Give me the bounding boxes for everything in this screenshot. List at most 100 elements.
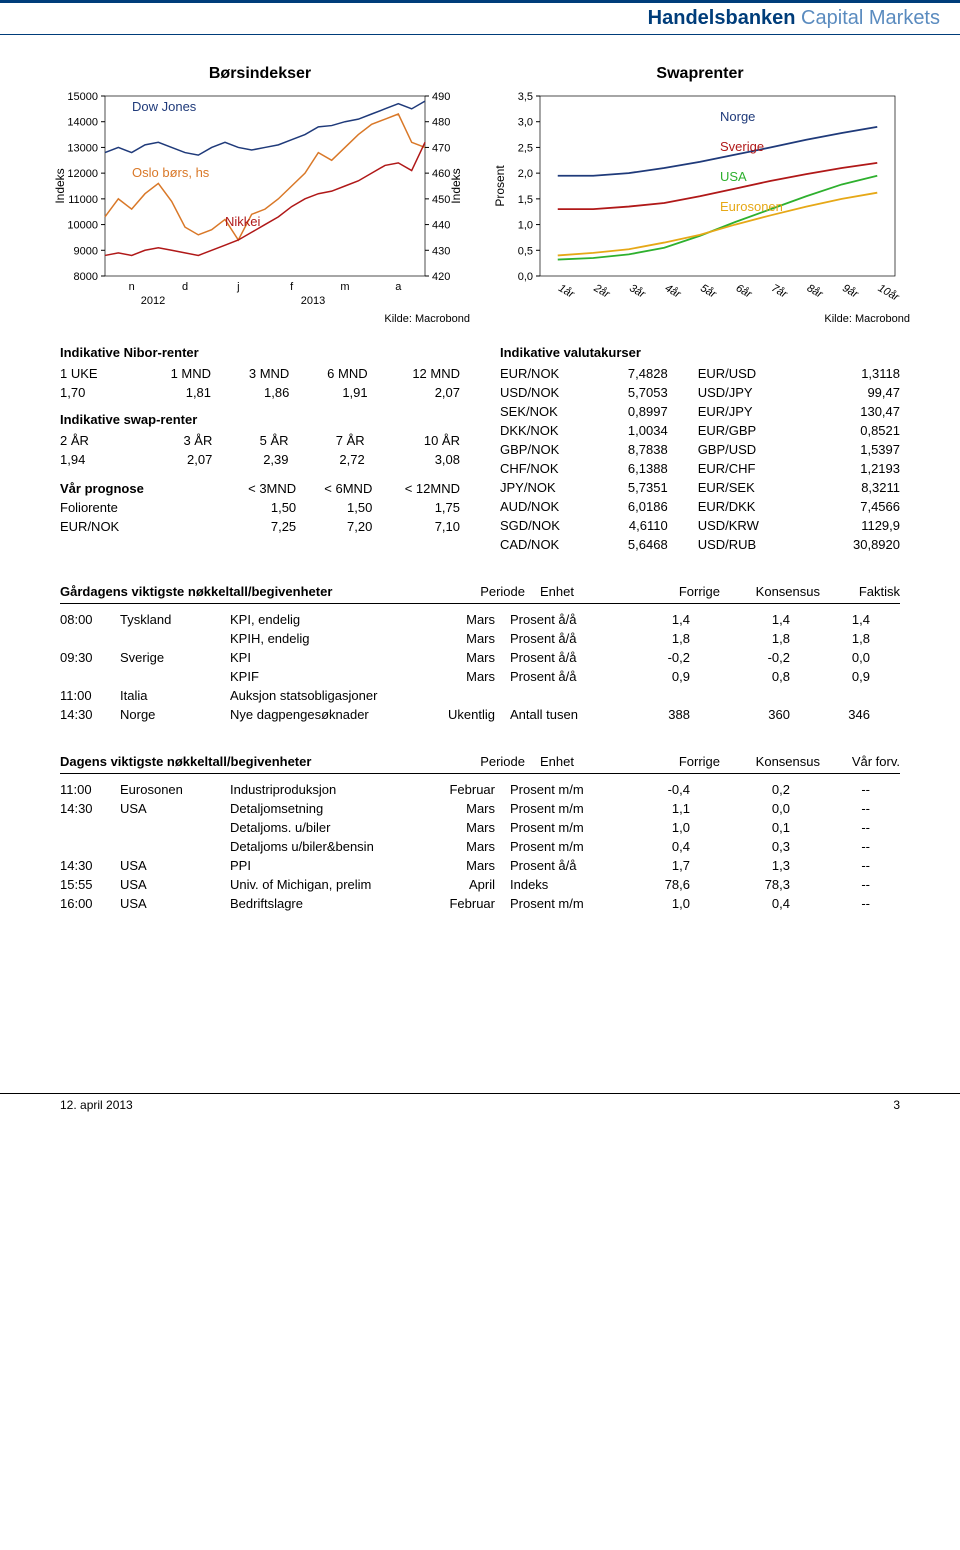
table-cell: 09:30 [60, 650, 110, 665]
table-cell: GBP/NOK [500, 440, 601, 459]
table-cell: Prosent å/å [510, 858, 620, 873]
table-cell: KPI, endelig [230, 612, 430, 627]
svg-text:Oslo børs, hs: Oslo børs, hs [132, 165, 210, 180]
table-cell: CAD/NOK [500, 535, 601, 554]
svg-text:Nikkei: Nikkei [225, 214, 261, 229]
svg-text:15000: 15000 [67, 91, 98, 103]
table-cell: Mars [430, 858, 510, 873]
table-cell: Februar [430, 896, 510, 911]
table-cell: EUR/NOK [500, 364, 601, 383]
table-cell: Mars [430, 669, 510, 684]
svg-text:7år: 7år [769, 282, 790, 301]
table-cell: 1,75 [372, 498, 460, 517]
svg-text:9000: 9000 [74, 245, 98, 257]
table-cell: Tyskland [110, 612, 230, 627]
table-cell [790, 688, 870, 703]
svg-text:13000: 13000 [67, 142, 98, 154]
prognose-heading: Vår prognose [60, 479, 220, 498]
table-cell: 3 ÅR [136, 431, 212, 450]
table-cell: EUR/GBP [668, 421, 821, 440]
col-cons: Konsensus [720, 584, 820, 599]
svg-text:n: n [129, 281, 135, 293]
table-cell: 0,8997 [601, 402, 668, 421]
table-cell: 0,4 [690, 896, 790, 911]
table-cell: 0,0 [690, 801, 790, 816]
table-cell [510, 688, 620, 703]
table-cell: 1,91 [289, 383, 367, 402]
footer-page: 3 [893, 1098, 900, 1112]
table-cell: 14:30 [60, 858, 110, 873]
table-row: Detaljoms. u/bilerMarsProsent m/m1,00,1-… [60, 818, 900, 837]
table-cell: Mars [430, 801, 510, 816]
svg-text:470: 470 [432, 142, 450, 154]
table-cell: 0,1 [690, 820, 790, 835]
table-cell: Eurosonen [110, 782, 230, 797]
table-cell: Industriproduksjon [230, 782, 430, 797]
table-row: 11:00ItaliaAuksjon statsobligasjoner [60, 686, 900, 705]
table-row: Detaljoms u/biler&bensinMarsProsent m/m0… [60, 837, 900, 856]
svg-text:14000: 14000 [67, 117, 98, 129]
svg-text:3,0: 3,0 [518, 117, 533, 129]
table-cell: April [430, 877, 510, 892]
table-cell: 6,1388 [601, 459, 668, 478]
table-cell: -- [790, 877, 870, 892]
table-cell: CHF/NOK [500, 459, 601, 478]
table-cell: GBP/USD [668, 440, 821, 459]
table-cell [620, 688, 690, 703]
table-cell: 1 MND [133, 364, 211, 383]
table-cell: 0,9 [620, 669, 690, 684]
svg-text:f: f [290, 281, 294, 293]
table-cell: 14:30 [60, 801, 110, 816]
svg-text:430: 430 [432, 245, 450, 257]
table-cell [690, 688, 790, 703]
events-yesterday: Gårdagens viktigste nøkkeltall/begivenhe… [0, 584, 960, 724]
table-cell: 1,4 [690, 612, 790, 627]
table-row: 16:00USABedriftslagreFebruarProsent m/m1… [60, 894, 900, 913]
table-row: 08:00TysklandKPI, endeligMarsProsent å/å… [60, 610, 900, 629]
table-cell: Prosent å/å [510, 650, 620, 665]
svg-text:9år: 9år [840, 282, 861, 301]
chart2-title: Swaprenter [490, 65, 910, 83]
chart-swaprenter: Swaprenter 0,00,51,01,52,02,53,03,51år2å… [490, 65, 910, 325]
table-cell: AUD/NOK [500, 497, 601, 516]
table-cell: USA [110, 858, 230, 873]
table-cell: Detaljoms u/biler&bensin [230, 839, 430, 854]
table-cell: 7,20 [296, 517, 372, 536]
table-cell: EUR/JPY [668, 402, 821, 421]
svg-text:6år: 6år [734, 282, 755, 301]
col-unit: Enhet [540, 754, 650, 769]
table-cell: Detaljomsetning [230, 801, 430, 816]
events-today-header: Dagens viktigste nøkkeltall/begivenheter… [60, 754, 900, 774]
events-yesterday-body: 08:00TysklandKPI, endelig MarsProsent å/å… [60, 610, 900, 724]
table-cell: -- [790, 782, 870, 797]
table-cell: Prosent m/m [510, 839, 620, 854]
table-cell: Mars [430, 839, 510, 854]
events-yesterday-title: Gårdagens viktigste nøkkeltall/begivenhe… [60, 584, 460, 599]
table-cell: -0,2 [620, 650, 690, 665]
rates-fx-row: Indikative Nibor-renter 1 UKE1 MND3 MND6… [0, 345, 960, 554]
events-today-body: 11:00EurosonenIndustriproduksjonFebruarP… [60, 780, 900, 913]
table-cell: USA [110, 801, 230, 816]
col-prev: Forrige [650, 754, 720, 769]
table-cell: 5,6468 [601, 535, 668, 554]
svg-text:USA: USA [720, 169, 747, 184]
events-yesterday-header: Gårdagens viktigste nøkkeltall/begivenhe… [60, 584, 900, 604]
table-cell: EUR/SEK [668, 478, 821, 497]
table-row: 14:30NorgeNye dagpengesøknaderUkentligAn… [60, 705, 900, 724]
svg-text:10år: 10år [876, 282, 902, 304]
svg-text:2012: 2012 [141, 295, 165, 307]
table-cell: 1,70 [60, 383, 133, 402]
svg-text:Indeks: Indeks [449, 168, 463, 203]
table-cell: 1,8 [620, 631, 690, 646]
table-cell: 0,8521 [821, 421, 900, 440]
table-cell: 7 ÅR [289, 431, 365, 450]
col-cons: Konsensus [720, 754, 820, 769]
table-cell: 08:00 [60, 612, 110, 627]
fx-heading: Indikative valutakurser [500, 345, 900, 360]
brand-logo: Handelsbanken Capital Markets [648, 7, 940, 29]
table-cell: 1,94 [60, 450, 136, 469]
table-cell: 1,8 [790, 631, 870, 646]
page-footer: 12. april 2013 3 [0, 1093, 960, 1116]
col-prev: Forrige [650, 584, 720, 599]
events-today-title: Dagens viktigste nøkkeltall/begivenheter [60, 754, 460, 769]
